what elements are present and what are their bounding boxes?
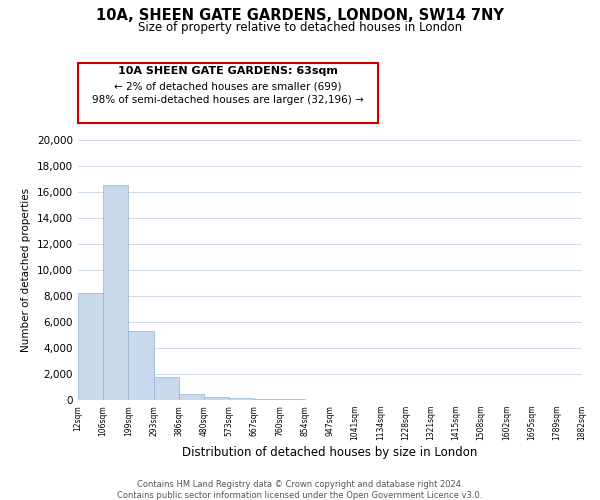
Bar	[78, 294, 103, 400]
Bar	[154, 376, 179, 400]
Text: Size of property relative to detached houses in London: Size of property relative to detached ho…	[138, 22, 462, 35]
Bar	[229, 398, 254, 400]
Bar	[254, 398, 280, 400]
Bar	[179, 394, 204, 400]
Text: ← 2% of detached houses are smaller (699): ← 2% of detached houses are smaller (699…	[114, 82, 342, 92]
Text: 98% of semi-detached houses are larger (32,196) →: 98% of semi-detached houses are larger (…	[92, 95, 364, 105]
Bar	[204, 398, 229, 400]
Y-axis label: Number of detached properties: Number of detached properties	[22, 188, 31, 352]
Text: 10A, SHEEN GATE GARDENS, LONDON, SW14 7NY: 10A, SHEEN GATE GARDENS, LONDON, SW14 7N…	[96, 8, 504, 22]
X-axis label: Distribution of detached houses by size in London: Distribution of detached houses by size …	[182, 446, 478, 459]
Text: 10A SHEEN GATE GARDENS: 63sqm: 10A SHEEN GATE GARDENS: 63sqm	[118, 66, 338, 76]
Bar	[128, 331, 154, 400]
Text: Contains HM Land Registry data © Crown copyright and database right 2024.: Contains HM Land Registry data © Crown c…	[137, 480, 463, 489]
Text: Contains public sector information licensed under the Open Government Licence v3: Contains public sector information licen…	[118, 491, 482, 500]
Bar	[103, 186, 128, 400]
